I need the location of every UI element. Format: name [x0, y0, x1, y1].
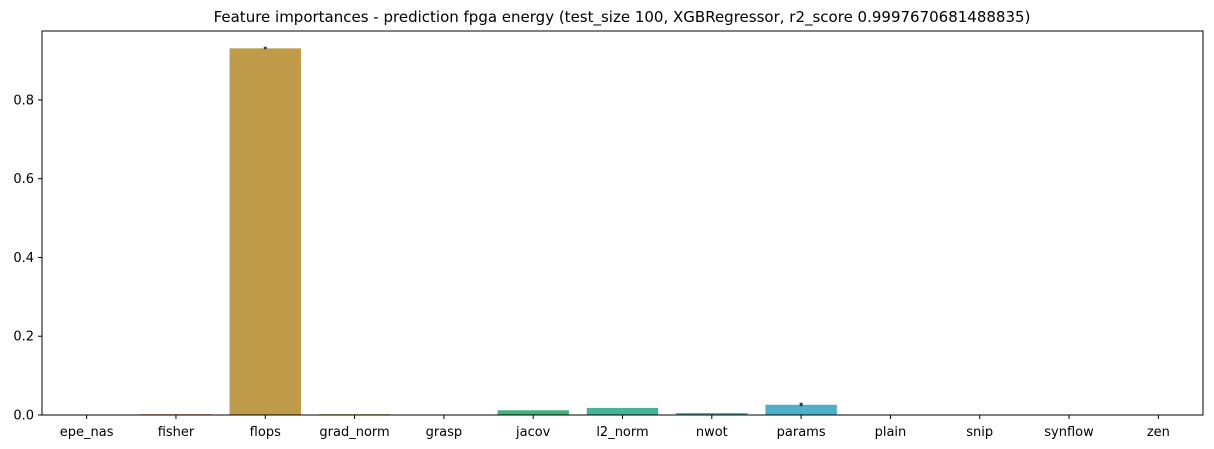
x-tick-label-grad_norm: grad_norm: [319, 425, 389, 440]
bars-group: [140, 48, 837, 416]
bar-l2_norm: [586, 407, 659, 415]
bar-nwot: [676, 413, 748, 415]
x-tick-label-fisher: fisher: [158, 425, 195, 440]
y-tick-label: 0.0: [13, 409, 34, 424]
error-bars-group: [263, 46, 803, 407]
x-tick-label-grasp: grasp: [426, 425, 463, 440]
y-axis: 0.0 0.2 0.4 0.6 0.8: [13, 93, 42, 424]
y-tick-label: 0.8: [13, 93, 34, 108]
bar-params: [765, 404, 837, 415]
x-tick-label-nwot: nwot: [696, 425, 728, 440]
x-tick-label-synflow: synflow: [1044, 425, 1094, 440]
x-tick-label-params: params: [777, 425, 826, 440]
bar-jacov: [497, 410, 569, 415]
x-axis: epe_nas fisher flops grad_norm grasp jacov l2_…: [60, 415, 1170, 440]
y-tick-label: 0.2: [13, 330, 34, 345]
y-tick-label: 0.4: [13, 251, 34, 266]
x-tick-label-flops: flops: [250, 425, 281, 440]
bar-flops: [229, 48, 301, 416]
plot-frame: [41, 30, 1204, 416]
y-tick-label: 0.6: [13, 172, 34, 187]
x-tick-label-l2_norm: l2_norm: [596, 425, 648, 440]
chart-title: Feature importances - prediction fpga en…: [214, 8, 1031, 27]
x-tick-label-plain: plain: [875, 425, 907, 440]
x-tick-label-snip: snip: [966, 425, 993, 440]
x-tick-label-zen: zen: [1147, 425, 1170, 440]
x-tick-label-jacov: jacov: [515, 425, 551, 440]
x-tick-label-epe_nas: epe_nas: [60, 425, 114, 440]
